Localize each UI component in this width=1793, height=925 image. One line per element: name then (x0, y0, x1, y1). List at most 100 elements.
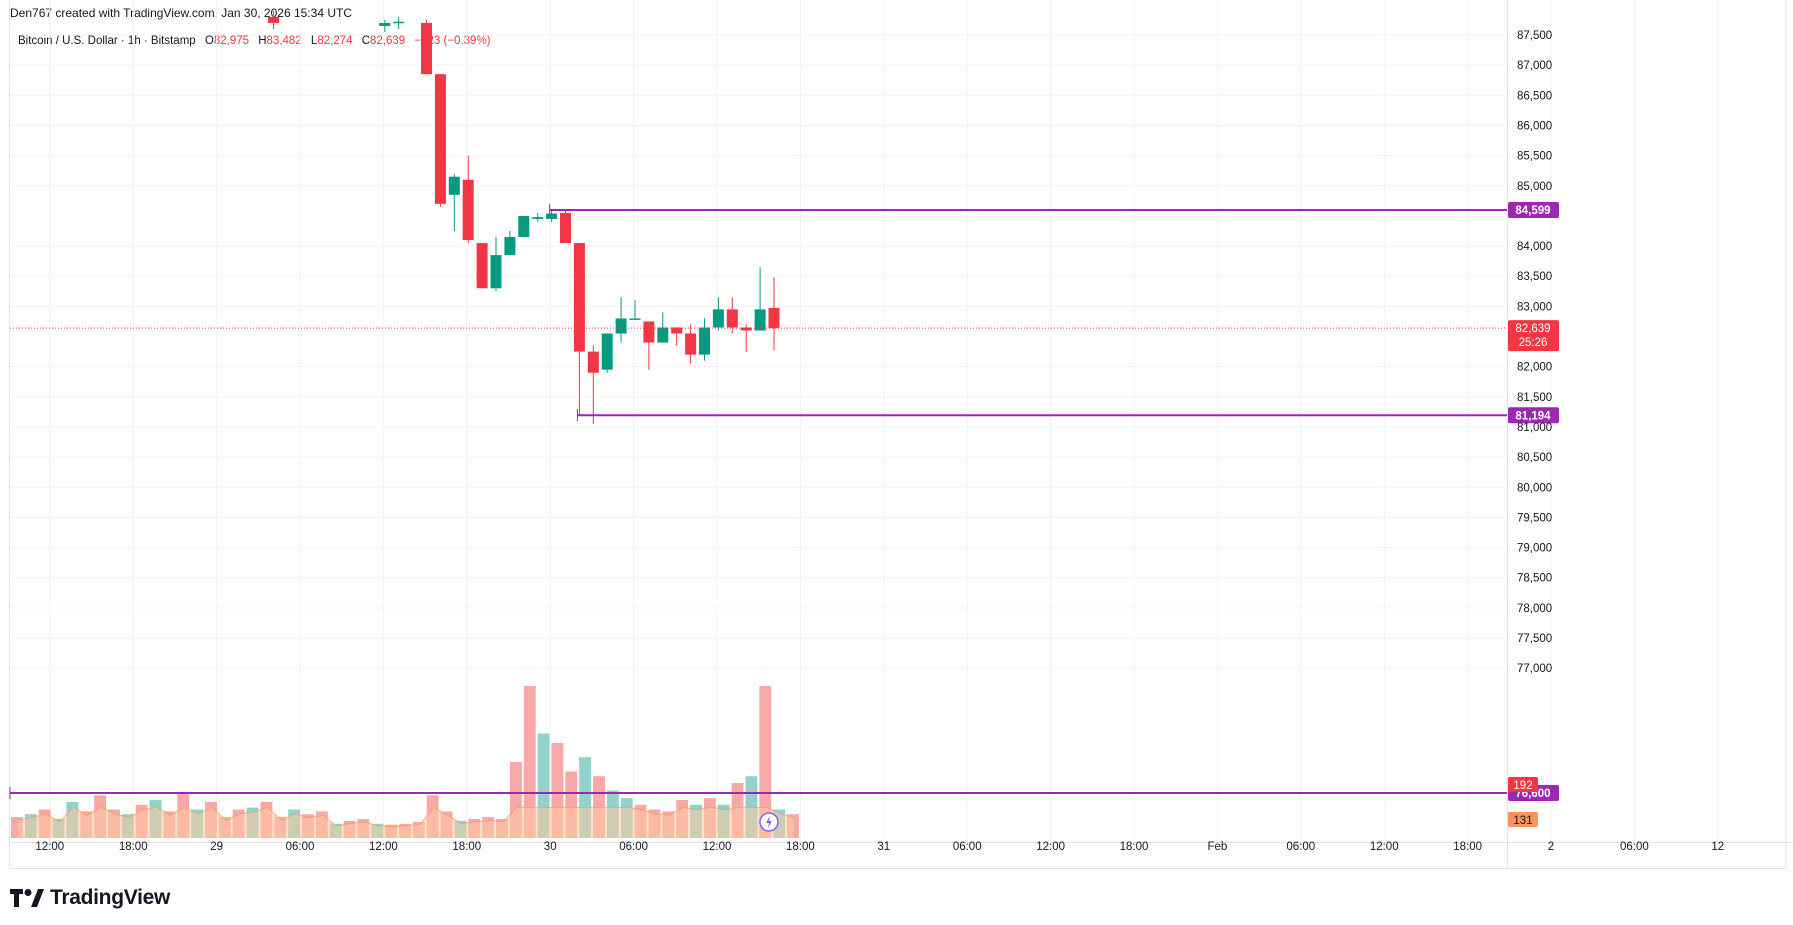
chart-creator-header: Den767 created with TradingView.com, Jan… (10, 6, 352, 20)
candle-body (560, 212, 571, 244)
candle-body (699, 327, 710, 355)
candle-body (768, 307, 780, 329)
tradingview-logo-icon (10, 889, 44, 907)
time-tick-label: 06:00 (619, 841, 648, 853)
price-tick-label: 83,000 (1517, 301, 1552, 313)
lightning-icon-bolt (766, 816, 772, 828)
volume-bars (11, 686, 799, 838)
last-price-label: 82,639 (1515, 323, 1550, 335)
change-value: −323 (−0.39%) (414, 35, 491, 47)
time-tick-label: 29 (210, 841, 223, 853)
tradingview-branding[interactable]: TradingView (10, 886, 170, 910)
chart-grid (9, 0, 1793, 873)
volume-bar (579, 757, 592, 838)
candle-body (546, 213, 558, 219)
low-label: L (310, 35, 318, 47)
time-tick-label: 12:00 (1036, 841, 1065, 853)
volume-ma-line (17, 806, 795, 828)
candle (699, 318, 710, 361)
candle-body (671, 327, 683, 334)
time-tick-label: Feb (1207, 841, 1227, 853)
level-label-bg (1508, 201, 1559, 218)
time-tick-label: 06:00 (953, 841, 982, 853)
high-label: H (258, 35, 267, 47)
candle (768, 277, 780, 351)
price-tick-label: 78,000 (1517, 603, 1552, 615)
candle (532, 212, 544, 222)
time-tick-label: 12:00 (1370, 841, 1399, 853)
candle-body (573, 243, 585, 352)
candle (476, 243, 488, 289)
volume-bar (11, 817, 23, 838)
time-tick-label: 12 (1711, 841, 1724, 853)
candle (740, 324, 752, 352)
candle (393, 16, 405, 29)
price-tick-label: 81,000 (1517, 422, 1552, 434)
open-value: 82,975 (213, 35, 250, 47)
volume-ma-area (17, 807, 795, 838)
price-tick-label: 85,500 (1517, 151, 1552, 163)
candle (448, 173, 460, 231)
volume-ma-readout: 131 (1513, 815, 1532, 827)
high-value: 83,482 (266, 35, 302, 47)
candle (643, 321, 655, 370)
volume-bar (537, 733, 550, 838)
time-tick-label: 06:00 (286, 841, 315, 853)
time-tick-label: 18:00 (452, 841, 481, 853)
candle-body (421, 22, 432, 75)
candle-body (490, 255, 502, 289)
price-tick-label: 82,000 (1517, 362, 1552, 374)
time-tick-label: 18:00 (119, 841, 148, 853)
symbol-description[interactable]: Bitcoin / U.S. Dollar · 1h · Bitstamp (18, 35, 196, 47)
volume-bar (759, 686, 772, 838)
price-tick-label: 83,500 (1517, 271, 1552, 283)
candle (629, 300, 641, 320)
candle-body (462, 179, 474, 241)
candle (421, 19, 432, 75)
price-axis: 87,500 87,000 86,500 86,000 85,500 85,000 84,0… (1517, 30, 1552, 675)
candle (546, 209, 558, 222)
candle-body (629, 318, 641, 320)
candle-body (532, 217, 544, 219)
volume-bar (551, 743, 564, 838)
time-tick-label: 30 (544, 841, 557, 853)
candle-body (754, 309, 766, 331)
volume-ma-readout-bg (1508, 812, 1538, 827)
price-tick-label: 78,500 (1517, 573, 1552, 585)
candle (657, 312, 669, 343)
price-tick-label: 80,500 (1517, 452, 1552, 464)
symbol-legend: Bitcoin / U.S. Dollar · 1h · Bitstamp O8… (18, 35, 491, 47)
candle-body (268, 16, 280, 23)
price-tick-label: 87,500 (1517, 30, 1552, 42)
tradingview-wordmark: TradingView (50, 886, 171, 909)
candle (712, 297, 724, 331)
candle (573, 243, 585, 415)
time-tick-label: 12:00 (369, 841, 398, 853)
candle (560, 209, 571, 244)
candle-body (726, 309, 738, 328)
candle-body (615, 318, 627, 334)
price-tick-label: 77,500 (1517, 633, 1552, 645)
candle-body (657, 327, 669, 343)
time-tick-label: 18:00 (1453, 841, 1482, 853)
candle (615, 297, 627, 343)
level-label: 81,194 (1515, 410, 1551, 422)
level-label-bg (1508, 407, 1559, 424)
price-tick-label: 77,000 (1517, 663, 1552, 675)
price-tick-label: 85,000 (1517, 181, 1552, 193)
candle-body (712, 309, 724, 328)
price-tick-label: 86,500 (1517, 90, 1552, 102)
close-value: 82,639 (370, 35, 406, 47)
close-label: C (361, 35, 371, 47)
candlesticks (268, 10, 780, 424)
plot-area (10, 0, 1507, 873)
candle (726, 297, 738, 334)
candle (518, 215, 530, 238)
time-tick-label: 18:00 (1120, 841, 1149, 853)
open-label: O (204, 35, 214, 47)
candle (601, 333, 613, 373)
price-tick-label: 87,000 (1517, 60, 1552, 72)
price-tick-label: 79,000 (1517, 543, 1552, 555)
